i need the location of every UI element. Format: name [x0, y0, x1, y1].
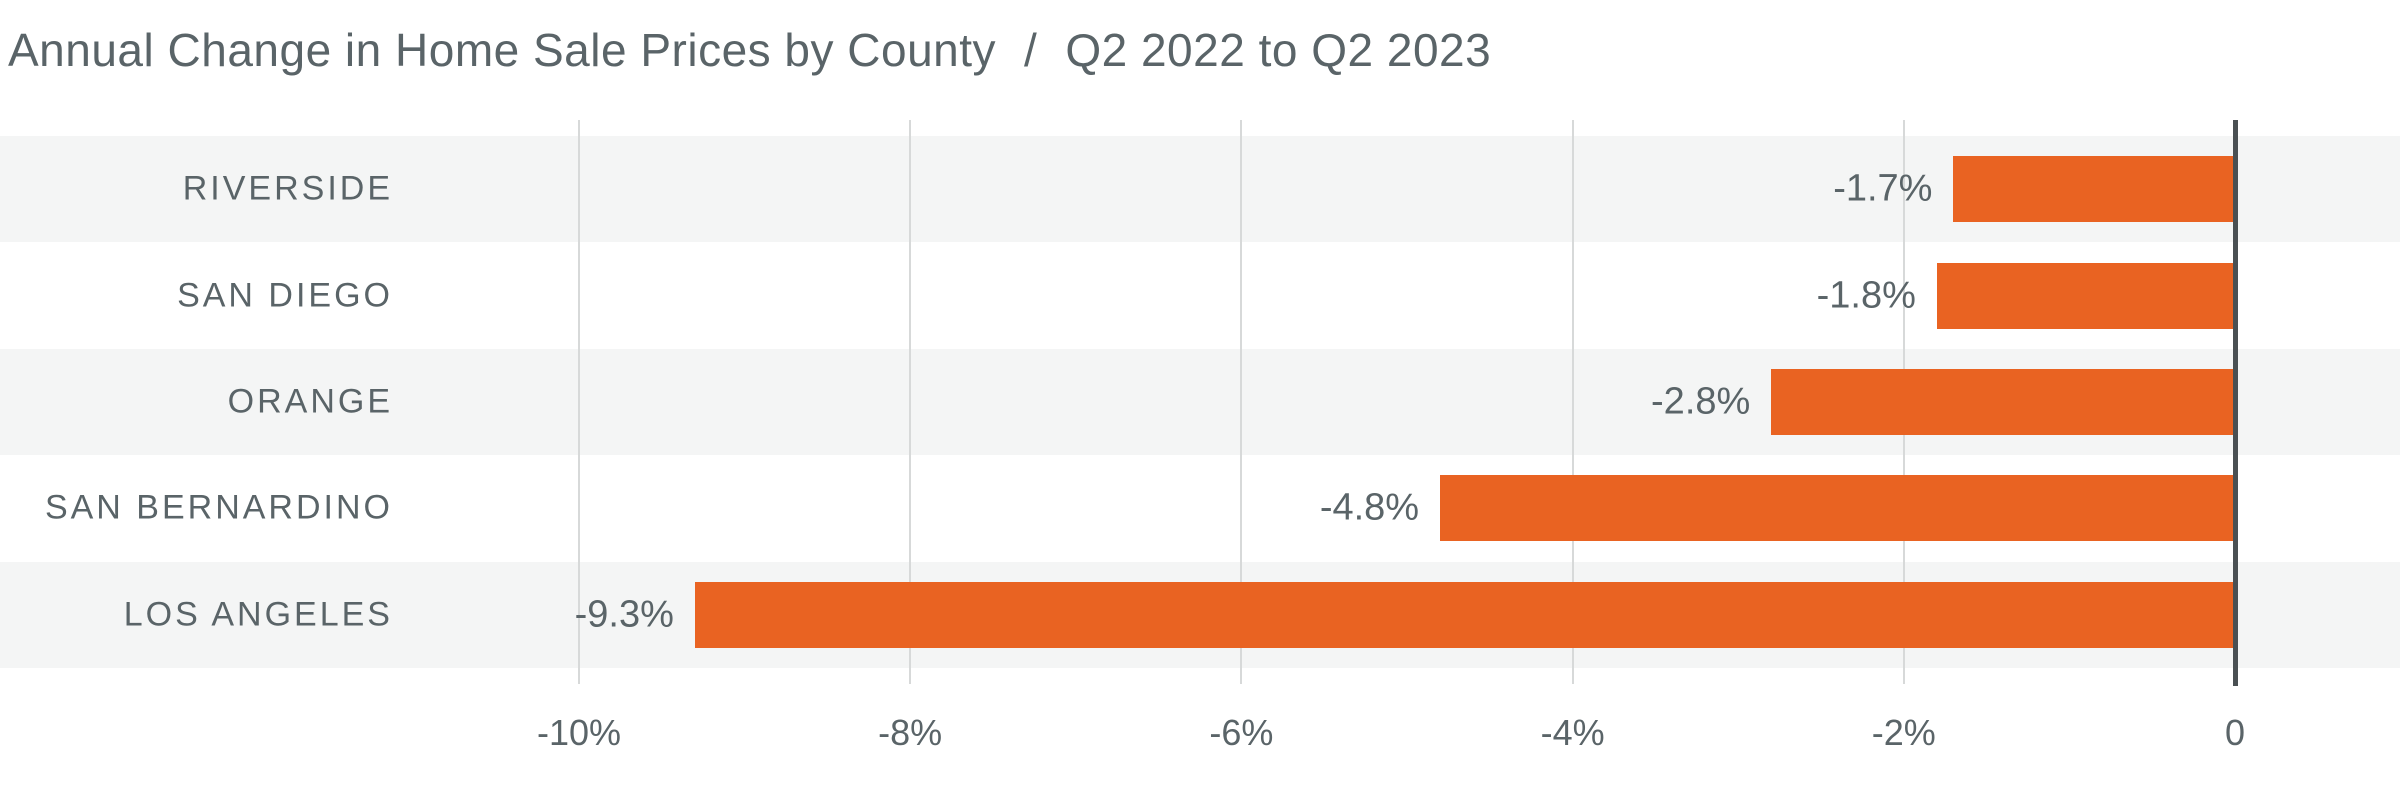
bar [1771, 369, 2235, 435]
value-label: -2.8% [1651, 380, 1751, 423]
value-label: -4.8% [1319, 486, 1420, 529]
gridline [1571, 120, 1574, 684]
x-tick-label: -4% [1540, 712, 1605, 753]
zero-axis-line [2232, 120, 2238, 686]
gridline [909, 120, 912, 684]
chart-title-period: Q2 2022 to Q2 2023 [1065, 24, 1492, 76]
category-label: LOS ANGELES [123, 595, 393, 634]
gridline [1240, 120, 1243, 684]
value-label: -9.3% [574, 593, 674, 636]
x-tick-label: -8% [878, 712, 943, 753]
x-tick-label: 0 [2224, 712, 2246, 753]
gridline [578, 120, 580, 684]
category-label: ORANGE [227, 382, 393, 421]
chart-title-separator: / [1024, 24, 1038, 76]
bar [694, 581, 2235, 648]
value-label: -1.7% [1833, 167, 1933, 210]
category-label: SAN BERNARDINO [44, 488, 393, 527]
bar [1953, 156, 2235, 223]
x-tick-label: -10% [536, 712, 622, 753]
x-tick-label: -2% [1871, 712, 1936, 753]
category-label: RIVERSIDE [182, 169, 393, 208]
x-tick-label: -6% [1209, 712, 1274, 753]
value-label: -1.8% [1816, 274, 1916, 317]
bar [1936, 262, 2235, 329]
bar [1440, 475, 2235, 542]
chart-title-main: Annual Change in Home Sale Prices by Cou… [8, 24, 997, 76]
category-label: SAN DIEGO [177, 276, 393, 315]
chart-title: Annual Change in Home Sale Prices by Cou… [8, 24, 1491, 76]
